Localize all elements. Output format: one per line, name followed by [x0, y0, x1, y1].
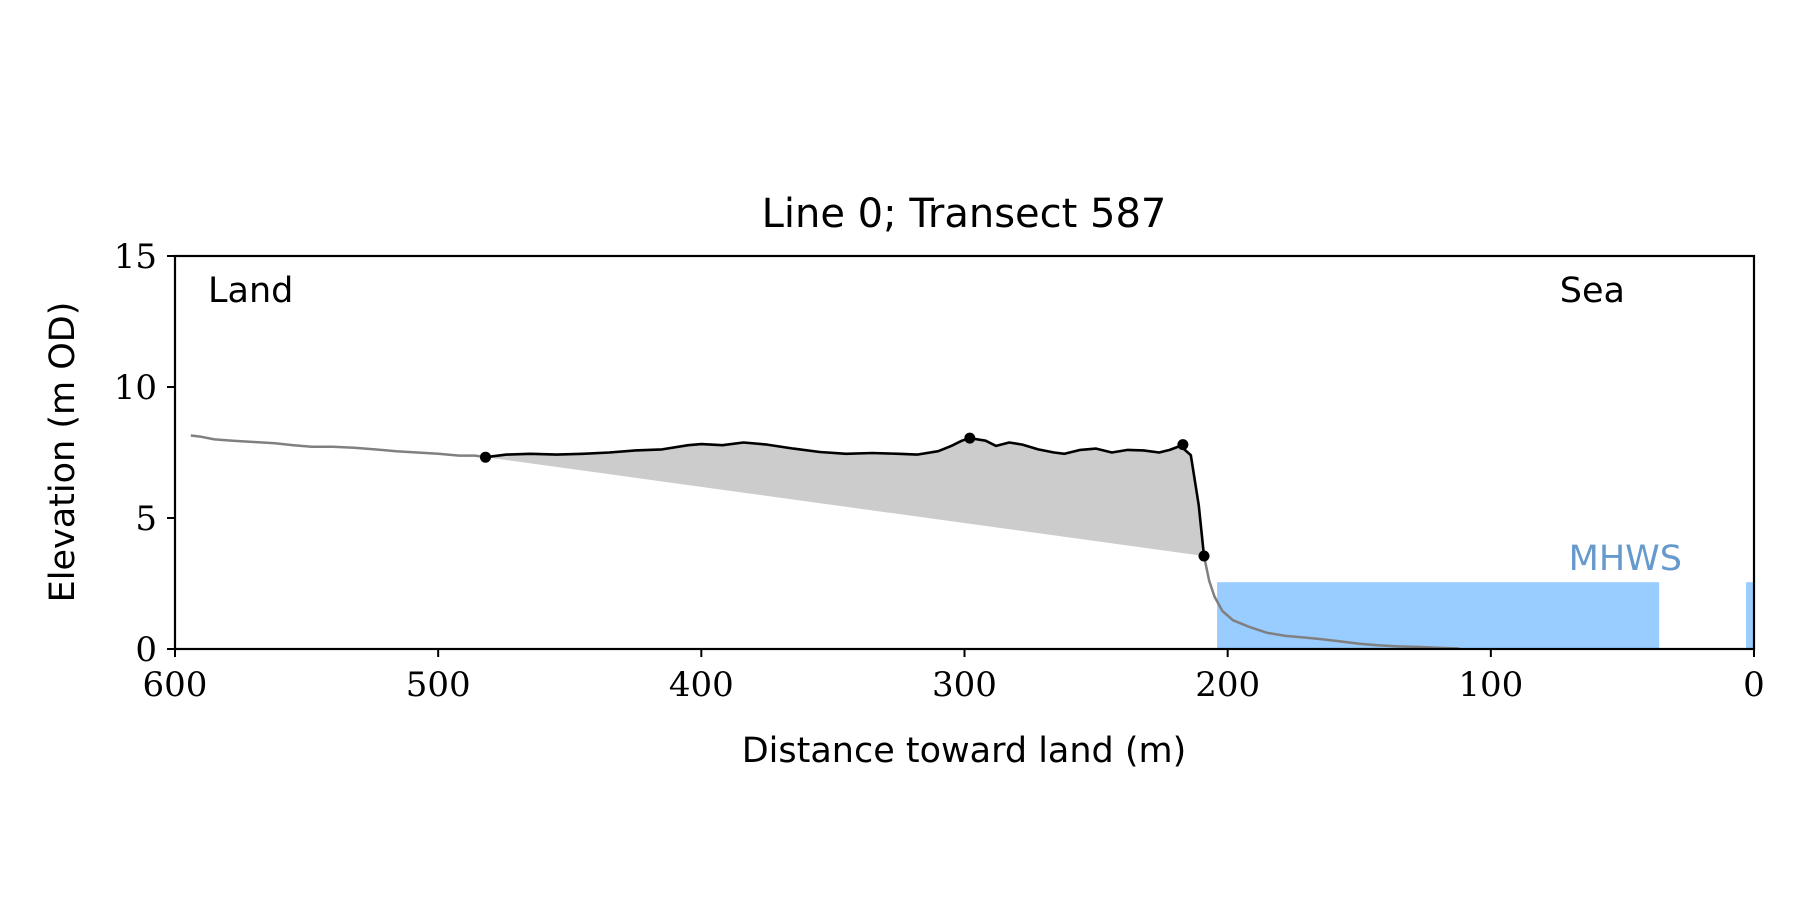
y-tick-label: 15 — [114, 237, 157, 277]
x-tick-label: 300 — [932, 665, 997, 705]
chart-title: Line 0; Transect 587 — [762, 191, 1167, 237]
x-tick-label: 400 — [669, 665, 734, 705]
x-tick-label: 200 — [1195, 665, 1260, 705]
land-annotation: Land — [208, 271, 293, 311]
water-layer — [1217, 582, 1754, 649]
x-axis-label: Distance toward land (m) — [742, 731, 1187, 771]
profile-line-landward — [190, 434, 486, 459]
y-tick-label: 10 — [114, 368, 157, 408]
profile-line-layer — [190, 434, 1460, 650]
x-tick-label: 0 — [1743, 665, 1765, 705]
cliff-volume-fill — [485, 438, 1204, 556]
x-tick-label: 600 — [143, 665, 208, 705]
key-point-2 — [1177, 439, 1189, 451]
sea-annotation: Sea — [1560, 271, 1625, 311]
key-point-layer — [480, 432, 1210, 562]
y-tick-label: 5 — [135, 499, 157, 539]
water-band-0 — [1217, 582, 1660, 649]
mhws-annotation: MHWS — [1569, 539, 1682, 579]
y-axis-label: Elevation (m OD) — [43, 302, 83, 603]
y-tick-label: 0 — [135, 630, 157, 670]
profile-line-seaward — [1202, 555, 1460, 650]
key-point-1 — [964, 432, 976, 444]
cliff-fill-layer — [485, 438, 1204, 556]
water-band-1 — [1746, 582, 1754, 649]
y-ticks: 0 5 10 15 — [114, 237, 175, 670]
profile-line-cliff — [485, 436, 1206, 557]
x-tick-label: 100 — [1458, 665, 1523, 705]
key-point-3 — [1198, 550, 1210, 562]
key-point-0 — [480, 451, 491, 463]
x-ticks: 600 500 400 300 200 100 0 — [143, 649, 1765, 705]
x-tick-label: 500 — [406, 665, 471, 705]
